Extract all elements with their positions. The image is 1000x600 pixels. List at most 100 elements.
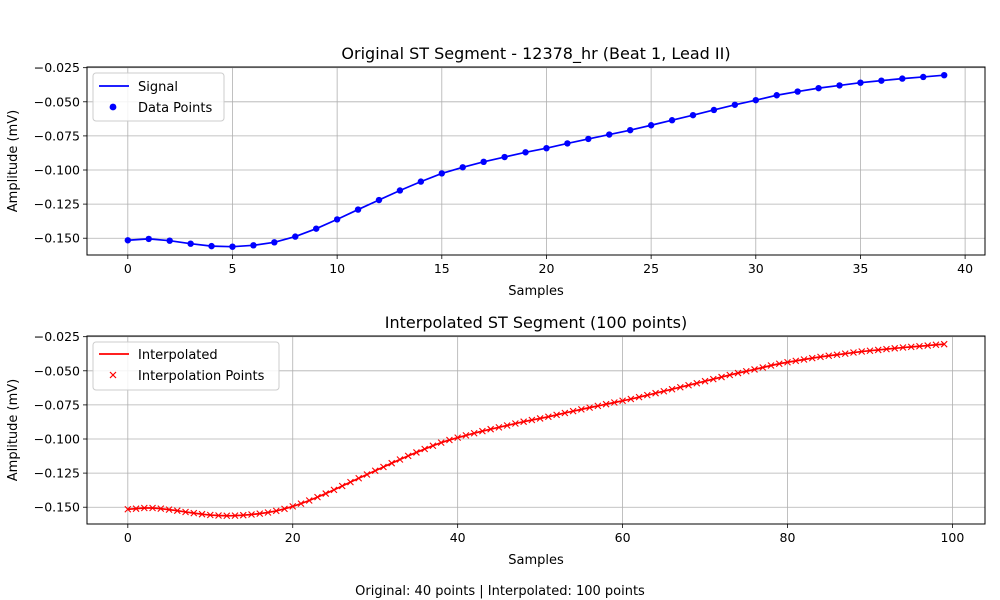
legend-label: Interpolation Points [138,369,265,384]
interpolation-point [701,377,709,385]
interpolation-point [709,375,717,383]
signal-line [127,74,945,248]
interpolation-point [503,422,511,429]
interpolation-point [248,511,255,518]
interpolation-point [610,399,618,406]
interpolation-point [668,385,676,393]
interpolation-point [470,429,478,437]
data-point [773,92,780,99]
grid [87,67,985,255]
interpolation-point [388,459,396,467]
data-point [522,149,529,156]
interpolation-point [223,512,231,520]
interpolation-point [495,423,503,431]
interpolation-point [165,506,173,513]
data-point [124,237,132,244]
interpolation-point [751,366,758,373]
data-point [878,77,885,84]
interpolation-point [742,367,750,375]
interpolation-point [479,427,486,435]
data-point [626,126,634,134]
interpolation-point [198,510,206,518]
x-tick-label: 10 [329,261,345,276]
y-tick-label: −0.025 [34,329,80,344]
data-point [375,196,383,204]
interpolation-point [924,342,932,349]
interpolation-point [429,442,437,450]
data-point [187,240,194,247]
interpolation-point [858,348,866,355]
interpolated-line [127,343,945,517]
interpolation-point [330,486,338,494]
interpolation-point [173,507,181,515]
y-tick-label: −0.075 [34,397,80,412]
x-tick-label: 0 [124,261,132,276]
interpolation-point [396,456,404,463]
y-tick-label: −0.100 [34,163,80,178]
interpolation-point [685,381,692,389]
data-point [438,170,446,177]
legend-label: Data Points [138,101,212,116]
data-point [250,242,257,249]
interpolation-point [899,344,907,351]
data-point [794,88,801,95]
y-tick-label: −0.125 [34,466,80,481]
interpolation-point [347,478,354,486]
interpolation-point [297,500,305,508]
y-tick-label: −0.050 [34,363,80,378]
interpolation-point [825,352,833,360]
data-point [417,178,425,185]
series [124,340,948,520]
x-tick-label: 100 [940,530,964,545]
x-axis-label: Samples [508,553,564,568]
data-point [647,122,655,129]
data-point [836,82,843,89]
interpolation-point [264,509,272,516]
interpolation-point [338,482,346,490]
interpolation-point [314,493,321,501]
x-tick-label: 15 [434,261,450,276]
interpolation-point [404,452,412,460]
interpolation-point [421,445,429,453]
interpolation-point [784,358,791,366]
interpolation-point [569,407,577,415]
interpolation-point [561,409,569,417]
x-tick-label: 30 [748,261,764,276]
legend-box [92,72,225,122]
footer-text: Original: 40 points | Interpolated: 100 … [355,584,645,599]
interpolation-point [841,350,849,358]
interpolation-point [652,389,659,397]
interpolation-point [833,351,841,359]
plot-frame [86,66,986,256]
interpolation-point [132,505,140,513]
interpolation-point [462,432,470,439]
interpolation-point [619,397,626,405]
x-tick-label: 40 [450,530,466,545]
legend-box [92,341,280,391]
interpolation-point [817,353,824,361]
interpolation-point [190,509,198,517]
interpolation-point [883,345,890,353]
interpolation-point [734,369,742,377]
interpolation-point [693,379,701,387]
interpolation-point [528,416,536,424]
y-tick-label: −0.075 [34,128,80,143]
interpolation-point [907,343,915,351]
x-tick-label: 20 [285,530,301,545]
interpolation-point [577,405,585,413]
x-tick-label: 40 [957,261,973,276]
y-tick-label: −0.025 [34,60,80,75]
interpolation-point [281,505,288,513]
interpolation-point [627,395,635,403]
interpolation-point [874,346,882,354]
interpolation-point [206,511,214,519]
x-tick-label: 25 [643,261,659,276]
legend-marker-swatch [109,371,117,379]
data-point [145,235,152,243]
ticks: 0 5 10 15 20 25 30 35 40 −0.150 −0.125 −0.100 −0.075… [34,60,973,276]
legend-marker-swatch [109,103,117,111]
x-tick-label: 60 [615,530,631,545]
interpolation-point [808,354,816,362]
y-tick-label: −0.100 [34,432,80,447]
data-point [564,140,571,147]
